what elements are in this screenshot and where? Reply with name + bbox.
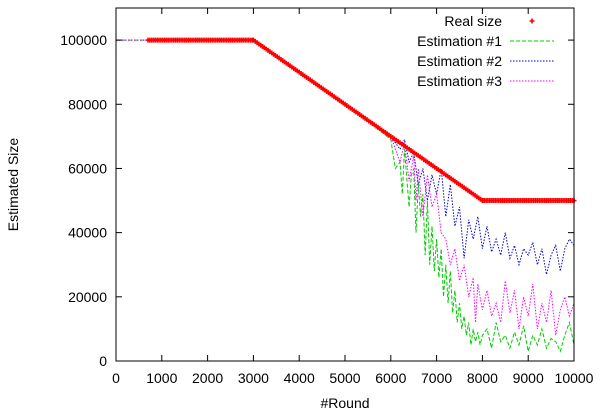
y-tick-label: 40000 [68,225,107,241]
legend-label: Estimation #1 [417,33,502,49]
x-tick-label: 7000 [421,370,452,386]
series-line [116,39,575,275]
y-tick-label: 0 [99,353,107,369]
x-tick-label: 4000 [284,370,315,386]
x-tick-label: 9000 [513,370,544,386]
series-line [116,39,575,336]
x-tick-label: 3000 [238,370,269,386]
y-tick-label: 80000 [68,96,107,112]
legend-label: Estimation #3 [417,73,502,89]
legend: Real size Estimation #1 Estimation #2 Estim… [417,13,554,89]
series-layer [116,37,577,353]
series-2 [116,39,575,353]
y-tick-label: 100000 [60,32,107,48]
y-tick-label: 20000 [68,289,107,305]
plot-frame [115,7,575,362]
legend-label: Real size [444,13,502,29]
x-tick-label: 5000 [329,370,360,386]
series-3 [116,39,575,275]
series-4 [116,39,575,336]
x-tick-label: 6000 [375,370,406,386]
y-tick-label: 60000 [68,160,107,176]
y-axis-title: Estimated Size [5,138,21,232]
x-tick-label: 1000 [146,370,177,386]
x-tick-label: 0 [112,370,120,386]
series-line [116,39,575,353]
legend-swatch [529,18,535,24]
x-axis-title: #Round [320,395,369,411]
x-axis: 0 1000 2000 3000 4000 5000 6000 7000 8000 9000 100… [112,8,594,386]
x-tick-label: 2000 [192,370,223,386]
y-axis: 0 20000 40000 60000 80000 100000 [60,32,574,369]
legend-label: Estimation #2 [417,53,502,69]
series-1 [145,37,577,204]
x-tick-label: 8000 [467,370,498,386]
x-tick-label: 10000 [555,370,594,386]
